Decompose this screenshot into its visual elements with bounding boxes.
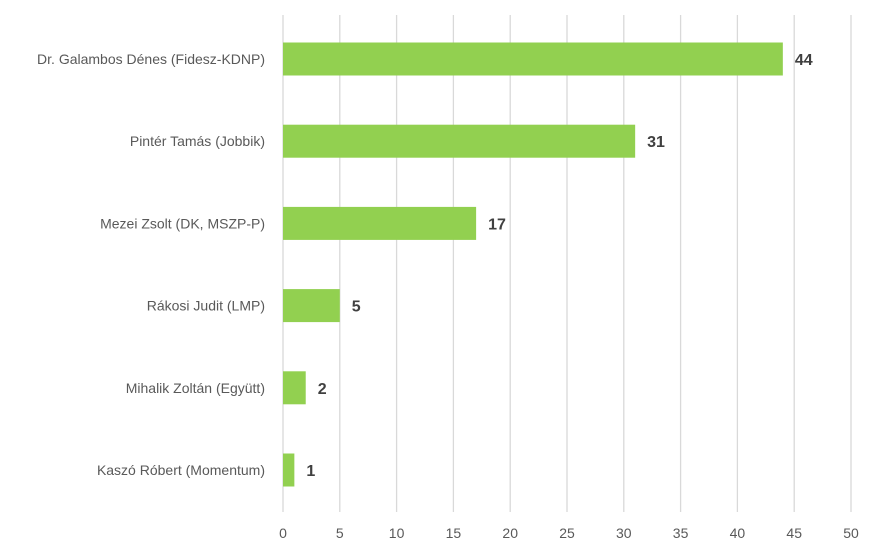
category-label: Pintér Tamás (Jobbik) — [130, 133, 265, 149]
data-label: 2 — [318, 381, 327, 398]
bar — [283, 371, 306, 405]
category-labels: Dr. Galambos Dénes (Fidesz-KDNP) Pintér T… — [37, 51, 265, 478]
data-labels: 44 31 17 5 2 1 — [306, 52, 812, 480]
gridlines — [282, 15, 852, 512]
x-tick-label: 10 — [389, 525, 405, 541]
data-label: 1 — [306, 463, 315, 480]
x-tick-label: 35 — [673, 525, 689, 541]
x-tick-label: 30 — [616, 525, 632, 541]
x-tick-label: 15 — [446, 525, 462, 541]
bar — [283, 289, 340, 323]
data-label: 31 — [647, 134, 665, 151]
category-label: Rákosi Judit (LMP) — [147, 298, 265, 314]
category-label: Dr. Galambos Dénes (Fidesz-KDNP) — [37, 51, 265, 67]
x-tick-label: 50 — [843, 525, 859, 541]
x-axis-ticks: 0 5 10 15 20 25 30 35 40 45 50 — [279, 525, 859, 541]
x-tick-label: 5 — [336, 525, 344, 541]
bar — [283, 453, 295, 487]
x-tick-label: 0 — [279, 525, 287, 541]
x-tick-label: 20 — [502, 525, 518, 541]
category-label: Mezei Zsolt (DK, MSZP-P) — [100, 215, 265, 231]
bar — [283, 124, 636, 158]
x-tick-label: 25 — [559, 525, 575, 541]
bar — [283, 206, 477, 240]
data-label: 5 — [352, 299, 361, 316]
data-label: 44 — [795, 52, 813, 69]
data-label: 17 — [488, 216, 506, 233]
category-label: Kaszó Róbert (Momentum) — [97, 462, 265, 478]
bars — [283, 42, 783, 487]
bar — [283, 42, 783, 76]
x-tick-label: 40 — [730, 525, 746, 541]
category-label: Mihalik Zoltán (Együtt) — [126, 380, 265, 396]
x-tick-label: 45 — [786, 525, 802, 541]
